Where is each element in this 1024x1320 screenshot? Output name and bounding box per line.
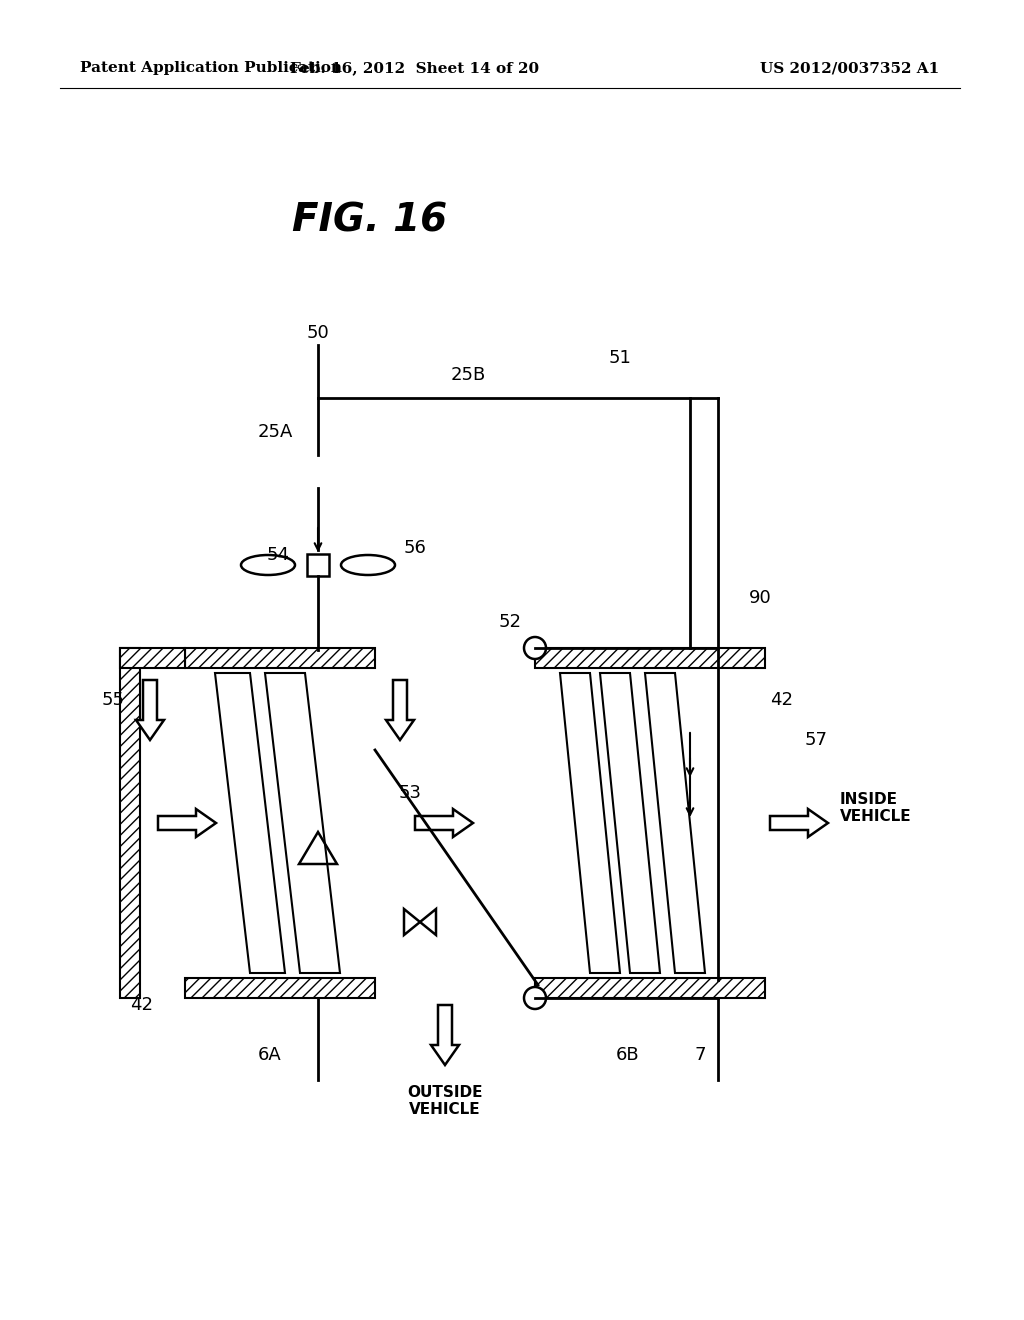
Polygon shape [431, 1005, 459, 1065]
Circle shape [524, 638, 546, 659]
Text: Feb. 16, 2012  Sheet 14 of 20: Feb. 16, 2012 Sheet 14 of 20 [291, 61, 540, 75]
Bar [185, 978, 375, 998]
Text: 56: 56 [403, 539, 426, 557]
Polygon shape [386, 680, 414, 741]
Text: 7: 7 [694, 1045, 706, 1064]
Polygon shape [415, 809, 473, 837]
Text: 6B: 6B [616, 1045, 640, 1064]
Polygon shape [158, 809, 216, 837]
Text: 53: 53 [398, 784, 422, 803]
Bar [120, 648, 140, 998]
Text: Patent Application Publication: Patent Application Publication [80, 61, 342, 75]
Text: 55: 55 [101, 690, 125, 709]
Text: OUTSIDE
VEHICLE: OUTSIDE VEHICLE [408, 1085, 482, 1118]
Polygon shape [136, 680, 164, 741]
Text: 50: 50 [306, 323, 330, 342]
Text: 57: 57 [805, 731, 827, 748]
Text: 42: 42 [770, 690, 794, 709]
Polygon shape [770, 809, 828, 837]
Text: 25B: 25B [451, 366, 485, 384]
Text: 54: 54 [266, 546, 290, 564]
Text: 42: 42 [130, 997, 154, 1014]
Text: US 2012/0037352 A1: US 2012/0037352 A1 [760, 61, 939, 75]
Text: 51: 51 [608, 348, 632, 367]
Text: 90: 90 [749, 589, 771, 607]
Text: FIG. 16: FIG. 16 [293, 201, 447, 239]
Circle shape [524, 987, 546, 1008]
Bar [535, 978, 765, 998]
Text: INSIDE
VEHICLE: INSIDE VEHICLE [840, 792, 911, 824]
Text: 25A: 25A [257, 422, 293, 441]
Text: 6A: 6A [258, 1045, 282, 1064]
Bar [535, 648, 765, 668]
Bar [307, 554, 329, 576]
Text: 52: 52 [499, 612, 521, 631]
Bar [185, 648, 375, 668]
Bar [120, 648, 185, 668]
